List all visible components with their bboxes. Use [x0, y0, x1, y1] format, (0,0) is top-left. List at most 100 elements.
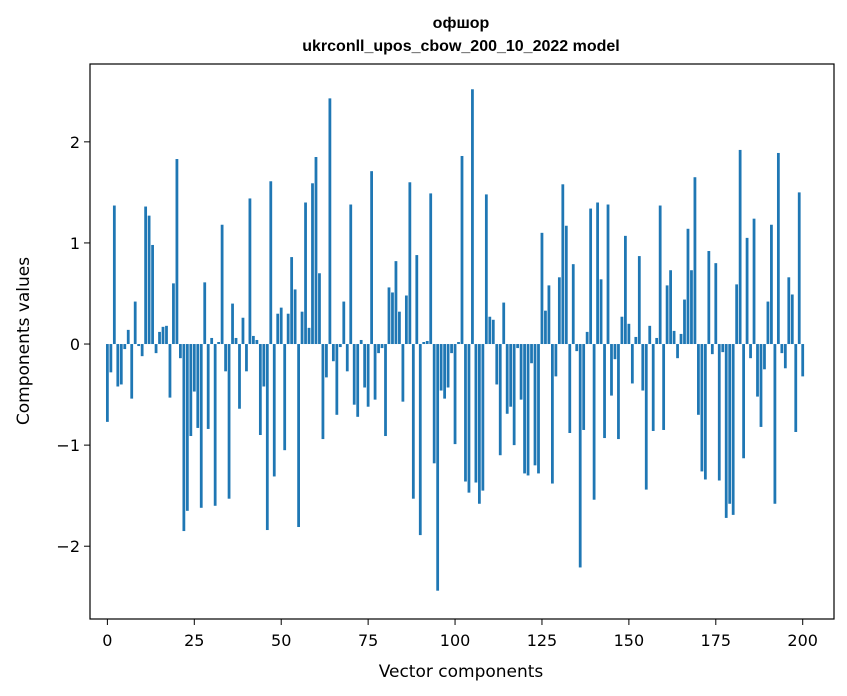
bar: [714, 263, 718, 345]
bar: [206, 344, 210, 429]
bar: [154, 344, 158, 354]
bar: [596, 202, 599, 345]
bar: [366, 344, 370, 407]
bar: [519, 344, 523, 400]
bar: [220, 224, 224, 345]
bar: [443, 344, 447, 399]
bar: [436, 344, 440, 591]
bar: [731, 344, 735, 515]
bar: [498, 344, 502, 456]
bar: [491, 319, 495, 345]
bar: [589, 208, 593, 345]
bar: [630, 344, 634, 384]
bar: [683, 299, 686, 345]
bar: [797, 192, 801, 345]
bar: [196, 344, 200, 428]
bar: [474, 344, 478, 483]
plot-frame: [89, 63, 835, 620]
bar: [523, 344, 526, 474]
bar: [192, 344, 196, 392]
bar: [603, 344, 606, 439]
x-tick-label: 175: [701, 631, 732, 650]
chart-subtitle: ukrconll_upos_cbow_200_10_2022 model: [302, 38, 619, 55]
x-tick-label: 200: [787, 631, 818, 650]
x-tick-label: 0: [102, 631, 112, 650]
bar: [697, 344, 700, 415]
bar: [130, 344, 134, 399]
x-tick-label: 50: [271, 631, 291, 650]
x-tick-label: 25: [184, 631, 204, 650]
bar: [179, 344, 182, 359]
bar: [707, 251, 711, 345]
bar: [415, 255, 419, 345]
bar: [384, 344, 387, 437]
bar: [613, 344, 617, 360]
bar: [752, 218, 756, 345]
bar: [533, 344, 537, 466]
bar: [658, 205, 662, 345]
bar: [759, 344, 763, 427]
bar: [505, 344, 509, 414]
bar: [255, 339, 259, 345]
bar: [453, 344, 457, 445]
bars-group: [105, 89, 805, 591]
bar: [234, 337, 238, 345]
bar: [311, 183, 314, 345]
bar: [745, 237, 749, 345]
bar: [512, 344, 516, 446]
bar: [432, 344, 436, 464]
bar: [349, 204, 353, 345]
bar: [314, 157, 318, 345]
bar: [710, 344, 714, 355]
bar: [547, 285, 551, 345]
bar: [457, 342, 460, 345]
bar: [217, 342, 221, 345]
bar: [627, 323, 631, 345]
bar: [644, 344, 648, 490]
bar: [112, 205, 116, 345]
bar: [356, 344, 360, 417]
bar: [241, 317, 245, 345]
bar: [318, 273, 321, 345]
bar: [700, 344, 704, 472]
y-tick-label: −2: [56, 537, 80, 556]
bar: [634, 336, 638, 345]
bar: [606, 204, 610, 345]
bar: [345, 344, 349, 372]
bar: [185, 344, 189, 511]
bar: [140, 344, 144, 357]
bar: [662, 344, 666, 430]
bar: [544, 310, 547, 345]
bar: [561, 184, 565, 345]
bar: [252, 335, 255, 345]
bar: [568, 344, 572, 433]
bar: [592, 344, 596, 500]
bar: [460, 155, 464, 345]
bar: [554, 344, 558, 377]
bar: [439, 344, 443, 391]
bar: [429, 193, 433, 345]
bar: [693, 177, 697, 345]
bar: [394, 261, 398, 345]
bar: [224, 344, 227, 372]
bar: [651, 344, 655, 431]
bar: [245, 344, 248, 372]
bar: [109, 344, 113, 373]
bar: [617, 344, 620, 440]
x-tick-label: 75: [358, 631, 378, 650]
bar: [502, 302, 506, 345]
bar: [582, 344, 586, 430]
bar: [780, 344, 784, 354]
bar: [425, 340, 429, 345]
bar: [411, 344, 415, 499]
bar: [144, 206, 148, 345]
bar: [404, 295, 408, 345]
bar: [728, 344, 732, 504]
bar: [307, 327, 311, 345]
bar: [585, 331, 589, 345]
bar: [477, 344, 481, 504]
chart-title: офшор: [433, 15, 490, 32]
bar: [238, 344, 241, 409]
bar: [717, 344, 721, 481]
